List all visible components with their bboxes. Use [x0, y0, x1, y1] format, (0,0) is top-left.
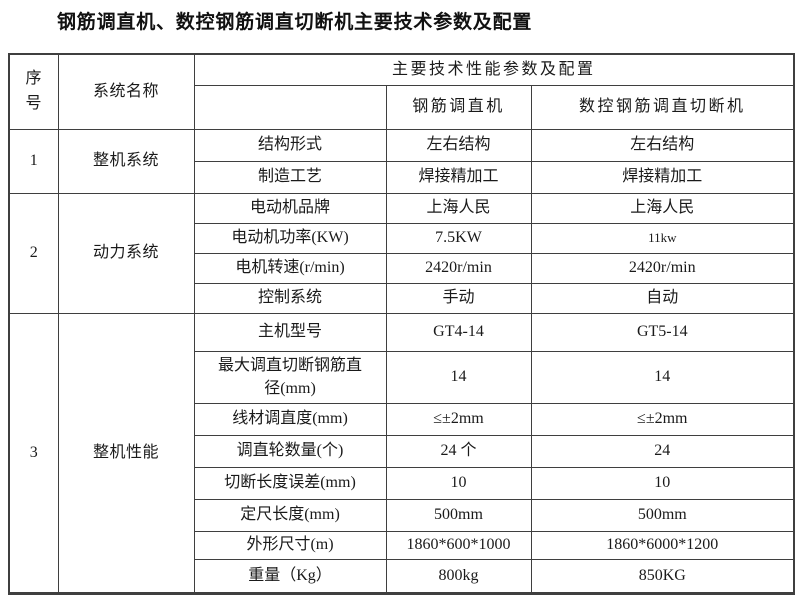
value-cell-machine2: 24	[530, 434, 795, 468]
table-row: 重量（Kg） 800kg 850KG	[9, 558, 795, 594]
value-cell-machine2: 焊接精加工	[530, 160, 795, 194]
param-cell: 结构形式	[193, 128, 387, 162]
table-row: 控制系统 手动 自动	[9, 282, 795, 314]
table-row: 调直轮数量(个) 24 个 24	[9, 434, 795, 468]
value-cell-machine2: 左右结构	[530, 128, 795, 162]
table-row: 定尺长度(mm) 500mm 500mm	[9, 498, 795, 532]
value-cell-machine2: 1860*6000*1200	[530, 530, 795, 560]
col-header-machine1: 钢筋调直机	[385, 84, 532, 130]
param-cell: 电机转速(r/min)	[193, 252, 387, 284]
table-body: 1 整机系统 结构形式 左右结构 左右结构 制造工艺 焊接精加工 焊接精加工 2 动力系统 电动机品…	[8, 128, 795, 594]
param-cell: 电动机品牌	[193, 192, 387, 224]
table-row: 电动机功率(KW) 7.5KW 11kw	[9, 222, 795, 254]
value-cell-machine1: 10	[385, 466, 532, 500]
table-row: 线材调直度(mm) ≤±2mm ≤±2mm	[9, 402, 795, 436]
value-cell-machine1: 800kg	[385, 558, 532, 594]
value-cell-machine1: 上海人民	[385, 192, 532, 224]
col-header-param-name	[193, 84, 387, 130]
header-row-top: 序号 系统名称 主要技术性能参数及配置	[8, 53, 795, 130]
value-cell-machine1: ≤±2mm	[385, 402, 532, 436]
spec-table: 序号 系统名称 主要技术性能参数及配置 钢筋调直机 数控钢筋调直切断机 1 整机系…	[8, 53, 796, 595]
serial-cell: 2	[8, 192, 59, 314]
value-cell-machine2: GT5-14	[530, 312, 795, 352]
value-cell-machine1: 14	[385, 350, 532, 404]
value-cell-machine1: 焊接精加工	[385, 160, 532, 194]
param-cell: 定尺长度(mm)	[193, 498, 387, 532]
param-cell: 线材调直度(mm)	[193, 402, 387, 436]
param-cell: 切断长度误差(mm)	[193, 466, 387, 500]
value-cell-machine2: 10	[530, 466, 795, 500]
value-cell-machine2: 11kw	[530, 222, 795, 254]
system-cell: 动力系统	[57, 192, 195, 314]
param-cell: 控制系统	[193, 282, 387, 314]
col-header-params-span: 主要技术性能参数及配置	[193, 53, 795, 86]
serial-cell: 1	[8, 128, 59, 194]
value-cell-machine1: 2420r/min	[385, 252, 532, 284]
param-cell: 重量（Kg）	[193, 558, 387, 594]
value-cell-machine2: 自动	[530, 282, 795, 314]
value-cell-machine1: 500mm	[385, 498, 532, 532]
table-row: 切断长度误差(mm) 10 10	[9, 466, 795, 500]
param-cell: 电动机功率(KW)	[193, 222, 387, 254]
col-header-system: 系统名称	[57, 53, 195, 130]
table-row: 3 整机性能 主机型号 GT4-14 GT5-14	[8, 312, 795, 594]
param-cell: 外形尺寸(m)	[193, 530, 387, 560]
value-cell-machine1: 24 个	[385, 434, 532, 468]
value-cell-machine1: 手动	[385, 282, 532, 314]
param-cell: 调直轮数量(个)	[193, 434, 387, 468]
col-header-serial-label: 序号	[25, 69, 42, 112]
param-cell: 最大调直切断钢筋直径(mm)	[193, 350, 387, 404]
col-header-machine2: 数控钢筋调直切断机	[530, 84, 795, 130]
system-cell: 整机系统	[57, 128, 195, 194]
value-cell-machine1: GT4-14	[385, 312, 532, 352]
value-cell-machine2: 500mm	[530, 498, 795, 532]
table-row: 2 动力系统 电动机品牌 上海人民 上海人民	[8, 192, 795, 314]
table-row: 制造工艺 焊接精加工 焊接精加工	[9, 160, 795, 194]
param-cell: 主机型号	[193, 312, 387, 352]
col-header-serial: 序号	[8, 53, 59, 130]
table-row: 最大调直切断钢筋直径(mm) 14 14	[9, 350, 795, 404]
table-header: 序号 系统名称 主要技术性能参数及配置 钢筋调直机 数控钢筋调直切断机	[8, 53, 795, 130]
value-cell-machine2: ≤±2mm	[530, 402, 795, 436]
table-row: 电机转速(r/min) 2420r/min 2420r/min	[9, 252, 795, 284]
param-cell: 制造工艺	[193, 160, 387, 194]
value-cell-machine2: 850KG	[530, 558, 795, 594]
value-cell-machine2: 14	[530, 350, 795, 404]
value-cell-machine2: 2420r/min	[530, 252, 795, 284]
table-row: 1 整机系统 结构形式 左右结构 左右结构	[8, 128, 795, 194]
value-cell-machine1: 左右结构	[385, 128, 532, 162]
value-cell-machine1: 7.5KW	[385, 222, 532, 254]
system-cell: 整机性能	[57, 312, 195, 594]
value-cell-machine1: 1860*600*1000	[385, 530, 532, 560]
table-row: 外形尺寸(m) 1860*600*1000 1860*6000*1200	[9, 530, 795, 560]
value-cell-machine2: 上海人民	[530, 192, 795, 224]
page-title: 钢筋调直机、数控钢筋调直切断机主要技术参数及配置	[57, 12, 533, 33]
serial-cell: 3	[8, 312, 59, 594]
